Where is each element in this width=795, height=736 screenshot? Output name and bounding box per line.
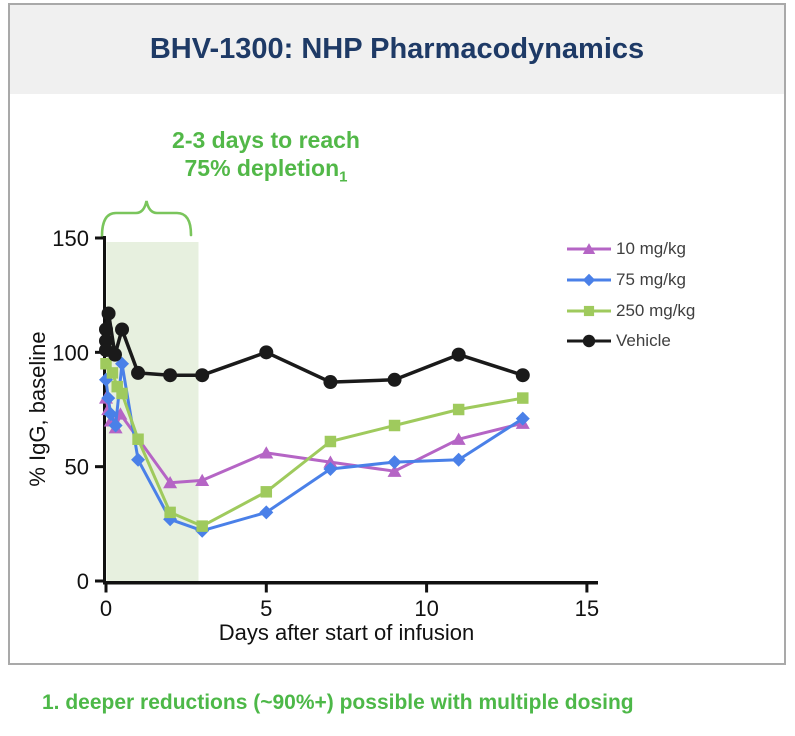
annotation-line2: 75% depletion [184,155,340,181]
svg-text:150: 150 [52,226,89,251]
legend-marker-square-icon [567,305,611,316]
page-title: BHV-1300: NHP Pharmacodynamics [149,33,645,65]
legend-item-250mgkg: 250 mg/kg [566,295,695,326]
header-band: BHV-1300: NHP Pharmacodynamics [10,5,784,94]
svg-text:5: 5 [260,596,272,621]
legend-label: 75 mg/kg [616,270,686,290]
legend-label: Vehicle [616,331,671,351]
legend-marker-triangle-icon [567,243,611,255]
legend-marker-diamond-icon [567,273,611,287]
legend-item-10mgkg: 10 mg/kg [566,234,695,265]
svg-text:50: 50 [65,455,89,480]
svg-text:15: 15 [575,596,599,621]
footnote-reference: 1 [339,168,348,186]
svg-text:0: 0 [77,569,89,594]
footnote: 1. deeper reductions (~90%+) possible wi… [42,691,634,714]
svg-text:0: 0 [100,596,112,621]
legend-label: 250 mg/kg [616,300,696,320]
depletion-annotation: 2-3 days to reach 75% depletion1 [120,126,412,192]
x-axis-label: Days after start of infusion [218,620,475,645]
y-axis-label: % IgG, baseline [25,331,50,487]
svg-text:100: 100 [52,340,89,365]
annotation-line1: 2-3 days to reach [172,127,360,153]
legend: 10 mg/kg 75 mg/kg 250 mg/kg Vehicle [566,234,695,357]
legend-marker-circle-icon [567,335,611,348]
legend-item-vehicle: Vehicle [566,326,695,357]
svg-text:10: 10 [414,596,438,621]
legend-label: 10 mg/kg [616,239,686,259]
legend-item-75mgkg: 75 mg/kg [566,265,695,296]
